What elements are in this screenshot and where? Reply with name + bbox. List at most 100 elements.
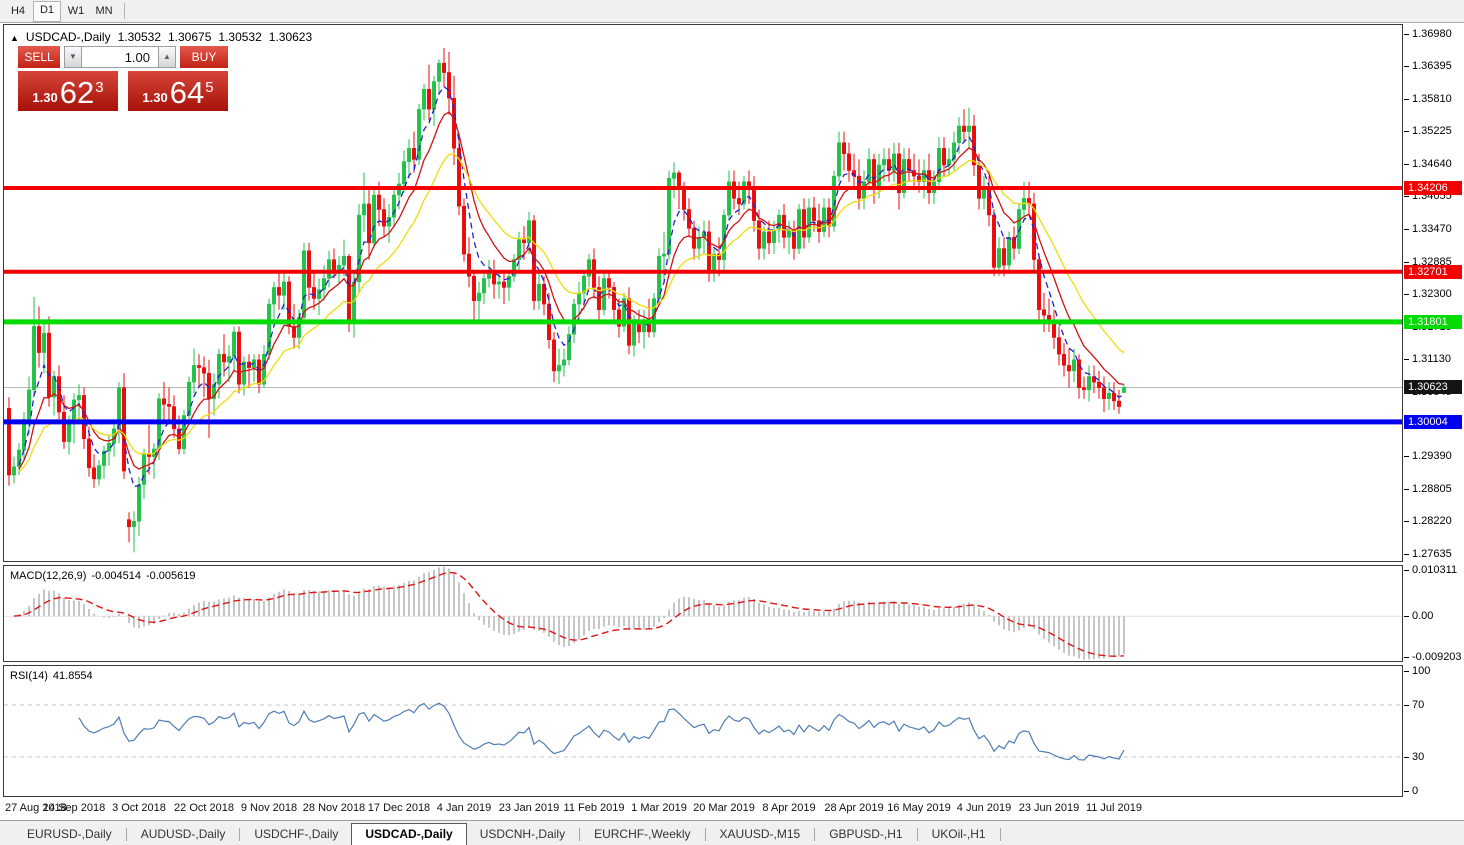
symbol-name: USDCAD-,Daily (25, 30, 111, 44)
price-tick-label: 1.32300 (1412, 288, 1452, 300)
level-price-badge: 1.34206 (1404, 181, 1462, 195)
buy-price-prefix: 1.30 (142, 90, 168, 105)
date-label: 4 Jan 2019 (436, 802, 492, 814)
buy-price-button[interactable]: 1.30 64 5 (128, 71, 228, 111)
macd-axis-label: 0.00 (1412, 610, 1434, 622)
ohlc-high: 1.30675 (168, 30, 212, 44)
timeframe-mn[interactable]: MN (95, 4, 113, 17)
macd-pane[interactable]: MACD(12,26,9) -0.004514 -0.005619 (3, 565, 1403, 662)
rsi-label: RSI(14) 41.8554 (10, 670, 98, 682)
sell-price-button[interactable]: 1.30 62 3 (18, 71, 118, 111)
chart-symbol-title: ▲ USDCAD-,Daily 1.30532 1.30675 1.30532 1.306… (10, 30, 312, 44)
tab-separator (125, 828, 127, 841)
tab-separator (916, 828, 918, 841)
sell-button[interactable]: SELL (18, 46, 60, 68)
ohlc-low: 1.30532 (218, 30, 262, 44)
date-label: 3 Oct 2018 (112, 802, 166, 814)
chart-tab-eurchf[interactable]: EURCHF-,Weekly (594, 827, 691, 841)
tab-separator (814, 828, 816, 841)
timeframe-w1[interactable]: W1 (67, 4, 85, 17)
date-label: 4 Jun 2019 (956, 802, 1012, 814)
price-tick-label: 1.36980 (1412, 28, 1452, 40)
macd-axis-label: -0.009203 (1412, 651, 1462, 663)
timeframe-d1[interactable]: D1 (33, 0, 61, 22)
chart-tab-gbpusd[interactable]: GBPUSD-,H1 (829, 827, 903, 841)
toolbar-separator (124, 3, 125, 19)
sell-price-prefix: 1.30 (32, 90, 58, 105)
rsi-axis-label: 30 (1412, 751, 1425, 763)
chart-tab-eurusd[interactable]: EURUSD-,Daily (27, 827, 112, 841)
macd-histogram (13, 566, 1125, 660)
tab-separator (579, 828, 581, 841)
rsi-canvas[interactable] (4, 666, 1402, 796)
timeframe-toolbar: H4 D1 W1 MN (0, 0, 1464, 23)
sell-price-pip: 3 (95, 79, 104, 96)
main-chart-pane[interactable]: ▲ USDCAD-,Daily 1.30532 1.30675 1.30532 1.306… (3, 24, 1403, 562)
chart-window: ▲ USDCAD-,Daily 1.30532 1.30675 1.30532 1.306… (0, 24, 1464, 820)
buy-price-pip: 5 (205, 79, 214, 96)
ma-5-line (18, 85, 1125, 488)
ohlc-open: 1.30532 (117, 30, 161, 44)
collapse-arrow-icon[interactable]: ▲ (10, 33, 19, 43)
rsi-axis-label: 0 (1412, 785, 1419, 797)
chart-tab-xauusd[interactable]: XAUUSD-,M15 (719, 827, 801, 841)
timeframe-h4[interactable]: H4 (10, 4, 26, 17)
price-tick-label: 1.35225 (1412, 125, 1452, 137)
price-axis[interactable]: 1.36980 1.36395 1.35810 1.35225 1.34640 1.340… (1404, 24, 1464, 820)
price-chart-canvas[interactable] (4, 25, 1402, 561)
date-label: 11 Jul 2019 (1085, 802, 1143, 814)
date-label: 11 Feb 2019 (563, 802, 625, 814)
buy-price-big: 64 (169, 75, 205, 110)
level-price-badge: 1.32701 (1404, 265, 1462, 279)
price-tick-label: 1.33470 (1412, 223, 1452, 235)
ohlc-close: 1.30623 (268, 30, 313, 44)
macd-label: MACD(12,26,9) -0.004514 -0.005619 (10, 570, 201, 582)
date-label: 8 Apr 2019 (762, 802, 816, 814)
volume-decrease-button[interactable]: ▼ (64, 46, 82, 68)
arrow-down-icon: ▼ (69, 52, 77, 61)
date-label: 23 Jan 2019 (498, 802, 560, 814)
volume-increase-button[interactable]: ▲ (158, 46, 176, 68)
arrow-up-icon: ▲ (163, 52, 171, 61)
time-axis[interactable]: 27 Aug 2018 14 Sep 2018 3 Oct 2018 22 Oct 2… (3, 797, 1403, 820)
date-label: 1 Mar 2019 (631, 802, 687, 814)
tab-separator (239, 828, 241, 841)
chart-tab-usdchf[interactable]: USDCHF-,Daily (254, 827, 339, 841)
date-label: 27 Aug 2018 (5, 802, 67, 814)
date-label: 17 Dec 2018 (367, 802, 431, 814)
macd-value: -0.004514 (91, 570, 141, 582)
volume-input[interactable] (82, 46, 158, 68)
tab-separator (704, 828, 706, 841)
date-label: 22 Oct 2018 (174, 802, 234, 814)
macd-canvas[interactable] (4, 566, 1402, 661)
current-price-badge: 1.30623 (1404, 380, 1462, 394)
tab-separator (999, 828, 1001, 841)
date-label: 23 Jun 2019 (1018, 802, 1080, 814)
rsi-value: 41.8554 (52, 670, 93, 682)
rsi-pane[interactable]: RSI(14) 41.8554 (3, 665, 1403, 797)
sell-price-big: 62 (59, 75, 95, 110)
buy-button[interactable]: BUY (180, 46, 228, 68)
ma-20-line (18, 153, 1125, 473)
rsi-name: RSI(14) (10, 670, 48, 682)
date-label: 9 Nov 2018 (240, 802, 298, 814)
candles-layer (7, 48, 1126, 553)
rsi-line (78, 702, 1125, 761)
chart-tab-audusd[interactable]: AUDUSD-,Daily (140, 827, 226, 841)
chart-tab-usdcnh[interactable]: USDCNH-,Daily (479, 827, 566, 841)
price-tick-label: 1.35810 (1412, 93, 1452, 105)
price-tick-label: 1.27635 (1412, 548, 1452, 560)
chart-tab-ukoil[interactable]: UKOil-,H1 (931, 827, 986, 841)
price-tick-label: 1.29390 (1412, 450, 1452, 462)
date-label: 28 Nov 2018 (302, 802, 366, 814)
chart-tab-bar: EURUSD-,Daily AUDUSD-,Daily USDCHF-,Daily U… (0, 820, 1464, 845)
chart-tab-usdcad[interactable]: USDCAD-,Daily (351, 823, 467, 845)
rsi-axis-label: 100 (1412, 665, 1431, 677)
macd-signal-line (13, 571, 1125, 657)
level-price-badge: 1.30004 (1404, 415, 1462, 429)
price-tick-label: 1.28220 (1412, 515, 1452, 527)
macd-axis-label: 0.010311 (1412, 564, 1458, 576)
macd-name: MACD(12,26,9) (10, 570, 87, 582)
